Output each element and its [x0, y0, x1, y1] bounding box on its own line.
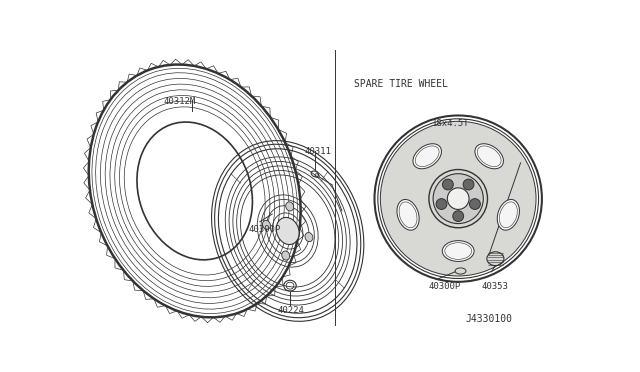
Ellipse shape	[397, 199, 419, 230]
Ellipse shape	[413, 144, 442, 169]
Ellipse shape	[497, 199, 520, 230]
Text: J4330100: J4330100	[465, 314, 513, 324]
Text: 40300P: 40300P	[249, 225, 281, 234]
Ellipse shape	[442, 179, 453, 190]
Text: 40311: 40311	[305, 147, 332, 156]
Ellipse shape	[262, 220, 271, 230]
Ellipse shape	[447, 188, 469, 209]
Text: 40312M: 40312M	[164, 97, 196, 106]
Ellipse shape	[452, 211, 463, 221]
Ellipse shape	[463, 179, 474, 190]
Text: 18x4.5T: 18x4.5T	[432, 119, 470, 128]
Ellipse shape	[470, 199, 481, 209]
Text: SPARE TIRE WHEEL: SPARE TIRE WHEEL	[353, 79, 447, 89]
Ellipse shape	[305, 232, 313, 241]
Ellipse shape	[442, 241, 474, 262]
Text: 40353: 40353	[481, 282, 508, 291]
Text: 40224: 40224	[278, 307, 305, 315]
Text: 40300P: 40300P	[429, 282, 461, 291]
Ellipse shape	[276, 217, 299, 244]
Ellipse shape	[282, 251, 290, 260]
Ellipse shape	[436, 199, 447, 209]
Ellipse shape	[433, 174, 483, 224]
Ellipse shape	[475, 144, 504, 169]
Ellipse shape	[285, 202, 294, 211]
Ellipse shape	[380, 121, 536, 276]
